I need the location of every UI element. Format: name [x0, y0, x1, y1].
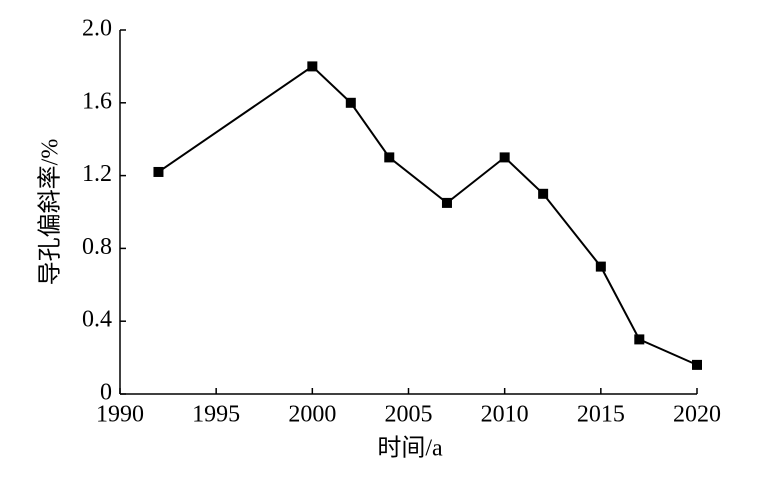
- data-point: [153, 166, 164, 177]
- y-tick-label: 2.0: [82, 16, 112, 42]
- data-point: [384, 152, 395, 163]
- y-tick-label: 1.2: [82, 161, 112, 187]
- data-point: [692, 359, 702, 370]
- data-point: [538, 188, 549, 199]
- x-tick-label: 1990: [96, 402, 144, 428]
- y-tick-label: 0.8: [82, 234, 112, 260]
- y-axis-label: 导孔偏斜率/%: [37, 139, 64, 286]
- data-point: [499, 152, 510, 163]
- data-point: [345, 97, 356, 108]
- x-tick-label: 1995: [192, 402, 240, 428]
- data-point: [634, 334, 645, 345]
- x-tick-label: 2005: [385, 402, 433, 428]
- x-axis-label: 时间/a: [377, 435, 443, 462]
- x-tick-label: 2010: [481, 402, 529, 428]
- data-line: [157, 65, 698, 366]
- x-tick-label: 2000: [288, 402, 336, 428]
- data-point: [441, 197, 452, 208]
- x-tick-label: 2020: [673, 402, 721, 428]
- x-tick-label: 2015: [577, 402, 625, 428]
- data-point: [595, 261, 606, 272]
- data-point: [307, 61, 318, 72]
- y-tick-label: 1.6: [82, 88, 112, 114]
- y-tick-label: 0: [100, 380, 112, 406]
- y-tick-label: 0.4: [82, 307, 112, 333]
